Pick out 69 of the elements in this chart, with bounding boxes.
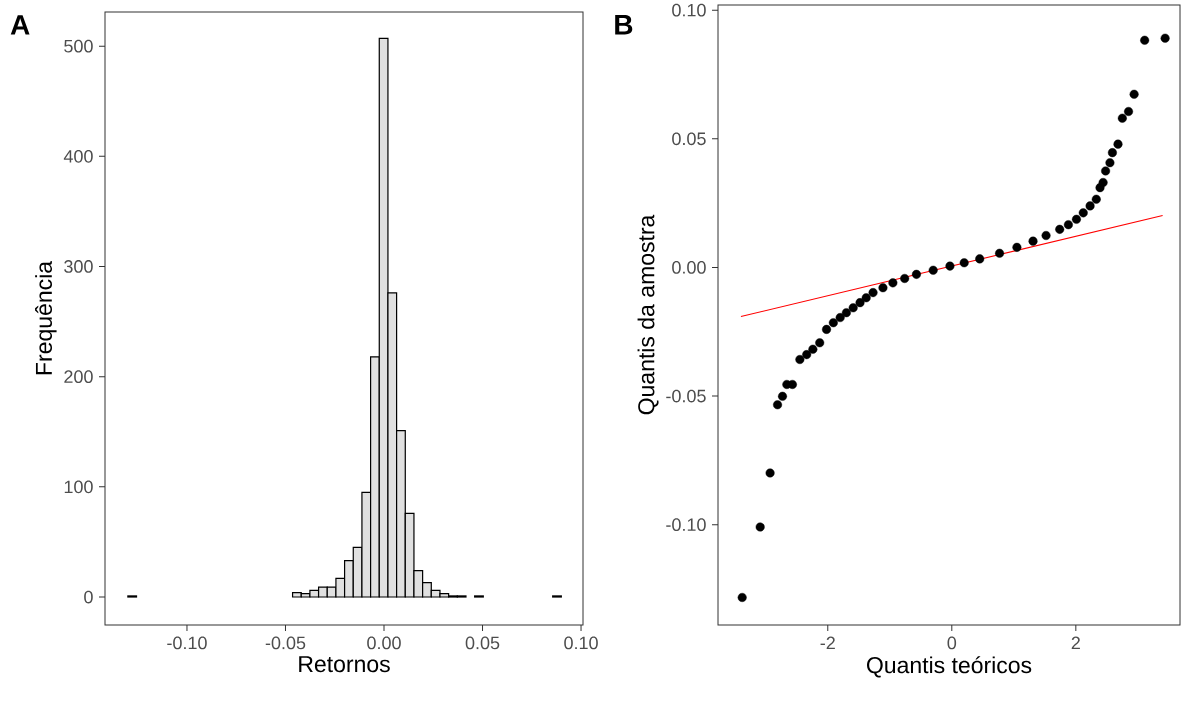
point [945, 261, 955, 271]
point [755, 522, 765, 532]
x-tick-label: 0.00 [367, 636, 401, 650]
y-tick-label: 0.05 [672, 132, 706, 146]
point [848, 303, 858, 313]
point [911, 269, 921, 279]
x-tick-label: -2 [820, 636, 835, 650]
point [861, 293, 871, 303]
x-tick-label: 2 [1071, 636, 1080, 650]
point [1078, 208, 1088, 218]
point [1091, 194, 1101, 204]
point [1140, 35, 1150, 45]
y-tick-label: 500 [64, 39, 93, 53]
point [995, 248, 1005, 258]
y-tick-label: 0.10 [672, 3, 706, 17]
point [1041, 231, 1051, 240]
point [737, 592, 747, 602]
point [1101, 166, 1111, 176]
y-axis-title: Frequência [35, 260, 57, 375]
point [1124, 107, 1134, 116]
point [900, 273, 910, 283]
point [928, 265, 938, 275]
point [1071, 214, 1081, 224]
point [959, 258, 969, 268]
point [1107, 148, 1117, 158]
point [1113, 139, 1123, 149]
point [888, 278, 898, 288]
x-tick-label: -0.05 [265, 636, 306, 650]
point [1085, 201, 1095, 211]
x-tick-label: 0.05 [465, 636, 500, 650]
x-tick-label: 0.10 [564, 636, 598, 650]
point [822, 324, 832, 334]
point [1055, 224, 1065, 234]
x-axis-title: Quantis teóricos [866, 656, 1032, 678]
y-tick-label: -0.10 [666, 518, 706, 532]
point [778, 391, 787, 401]
point [1028, 236, 1038, 246]
text: B [615, 15, 633, 35]
y-tick-label: 300 [64, 260, 93, 273]
point [1098, 178, 1108, 188]
y-tick-label: -0.05 [666, 389, 706, 403]
point [828, 318, 838, 328]
y-tick-label: 0 [84, 590, 93, 604]
y-tick-label: 200 [64, 370, 93, 384]
y-tick-label: 0.00 [672, 261, 706, 274]
point [1160, 33, 1170, 43]
point [1063, 220, 1073, 230]
point [841, 308, 851, 318]
point [765, 468, 775, 478]
y-tick-label: 100 [64, 480, 93, 494]
point [1117, 113, 1127, 123]
point [855, 298, 865, 308]
point [975, 254, 985, 264]
point [802, 350, 812, 360]
x-axis-title: Retornos [299, 656, 390, 673]
x-tick-label: 0 [947, 636, 957, 650]
text: A [10, 15, 30, 35]
point [878, 283, 888, 293]
point [773, 400, 783, 410]
point [1129, 89, 1139, 99]
point [1012, 242, 1022, 252]
y-tick-label: 400 [63, 149, 93, 163]
point [808, 344, 818, 354]
point [1105, 158, 1115, 168]
point [795, 355, 805, 364]
point [868, 288, 878, 298]
y-axis-title: Quantis da amostra [637, 214, 659, 415]
x-tick-label: -0.10 [167, 636, 207, 650]
point [815, 338, 825, 348]
